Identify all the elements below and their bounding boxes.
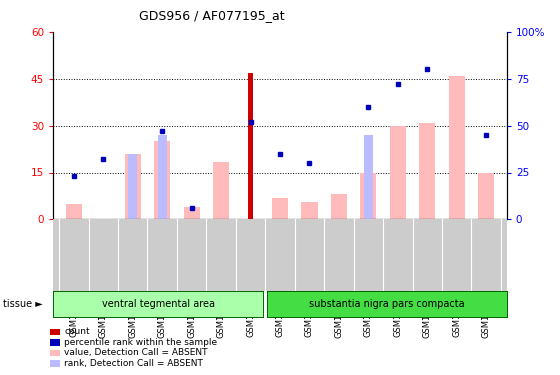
Bar (449, 76, 465, 219)
Bar (364, 135, 373, 219)
Text: value, Detection Call = ABSENT: value, Detection Call = ABSENT (64, 348, 208, 357)
Bar (184, 207, 200, 219)
Bar (158, 135, 167, 219)
Text: rank, Detection Call = ABSENT: rank, Detection Call = ABSENT (64, 359, 203, 368)
Bar (248, 72, 253, 219)
Bar (66, 204, 82, 219)
Bar (331, 194, 347, 219)
Text: GDS956 / AF077195_at: GDS956 / AF077195_at (139, 9, 285, 22)
Text: percentile rank within the sample: percentile rank within the sample (64, 338, 217, 347)
Bar (125, 154, 141, 219)
Bar (360, 172, 376, 219)
Bar (478, 172, 494, 219)
Bar (128, 154, 137, 219)
Bar (419, 123, 435, 219)
Bar (272, 198, 288, 219)
Bar (390, 126, 406, 219)
Bar (213, 162, 229, 219)
Bar (154, 141, 170, 219)
Text: ventral tegmental area: ventral tegmental area (102, 299, 214, 309)
Text: substantia nigra pars compacta: substantia nigra pars compacta (309, 299, 464, 309)
Text: tissue ►: tissue ► (3, 299, 43, 309)
Bar (301, 202, 318, 219)
Text: count: count (64, 327, 90, 336)
